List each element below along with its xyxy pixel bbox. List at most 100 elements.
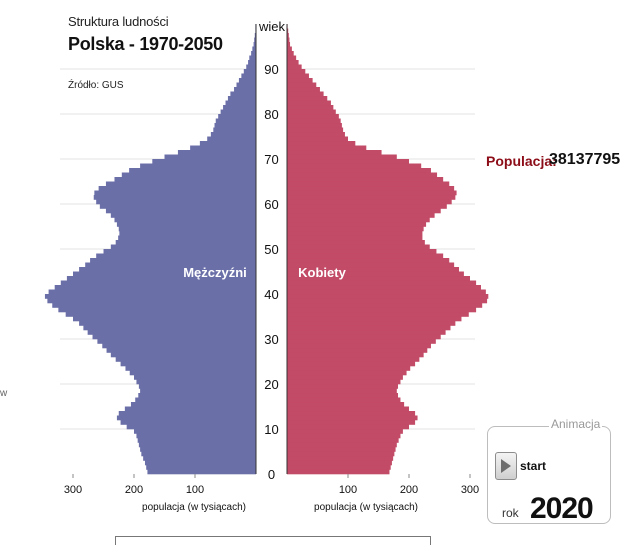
age-tick-label: 40 (264, 287, 278, 302)
female-bar (287, 244, 430, 250)
male-bar (116, 222, 256, 227)
male-bar (218, 114, 256, 119)
female-bar (287, 136, 348, 142)
x-tick-label-right: 300 (461, 484, 479, 496)
female-bar (287, 258, 450, 263)
female-bar (287, 325, 451, 331)
female-bar (287, 145, 367, 151)
male-bar (220, 109, 256, 115)
female-bar (287, 339, 436, 344)
male-bar (124, 406, 256, 412)
female-bar (287, 159, 409, 164)
male-bar (241, 73, 256, 79)
male-bar (210, 132, 256, 137)
female-bar (287, 181, 450, 187)
male-bar (114, 217, 256, 223)
male-bar (254, 37, 256, 43)
female-bar (287, 78, 313, 83)
female-bar (287, 199, 452, 205)
x-tick-label-left: 300 (64, 484, 82, 496)
female-bar (287, 348, 428, 353)
female-bar (287, 316, 462, 322)
male-bar (249, 55, 256, 61)
play-icon (501, 459, 511, 473)
male-bar (99, 204, 256, 209)
series-label-female: Kobiety (298, 265, 346, 280)
female-bar (287, 226, 424, 232)
male-bar (118, 235, 256, 241)
year-value: 2020 (530, 492, 594, 525)
year-label: rok (502, 506, 519, 520)
x-tick-label-right: 100 (339, 484, 357, 496)
female-bar (287, 114, 339, 119)
male-bar (103, 249, 256, 254)
female-bar (287, 73, 309, 79)
female-bar (287, 217, 430, 223)
female-bar (287, 451, 395, 457)
bottom-panel-edge (115, 536, 431, 545)
start-button[interactable] (495, 452, 517, 480)
male-bar (137, 438, 256, 443)
chart-subtitle: Struktura ludności (68, 14, 169, 29)
female-bar (287, 195, 456, 200)
start-label[interactable]: start (520, 459, 547, 473)
male-bar (116, 415, 256, 421)
x-tick-label-right: 200 (400, 484, 418, 496)
male-bar (102, 343, 256, 349)
left-edge-text: w (0, 388, 8, 399)
male-bar (73, 271, 256, 277)
male-bar (140, 388, 256, 394)
male-bar (96, 199, 257, 205)
male-bar (230, 91, 256, 97)
female-bar (287, 375, 403, 380)
female-bar (287, 132, 345, 137)
age-tick-label: 0 (268, 467, 275, 482)
age-tick-label: 30 (264, 332, 278, 347)
female-bar (287, 420, 416, 425)
female-bar (287, 235, 423, 241)
age-tick-labels: 0 10 20 30 40 50 60 70 80 90 (264, 62, 278, 482)
male-bar (47, 298, 256, 304)
male-bar (110, 352, 256, 358)
female-bar (287, 276, 470, 281)
female-bar (287, 60, 299, 65)
female-bar (287, 406, 409, 412)
male-bar (138, 384, 256, 389)
male-bar (105, 181, 256, 187)
male-bar (119, 231, 256, 236)
male-bar (254, 33, 256, 38)
female-bar (287, 64, 302, 70)
female-bar (287, 96, 328, 101)
female-bar (287, 118, 341, 124)
male-bar (52, 303, 257, 308)
female-bar (287, 141, 356, 146)
male-bar (54, 285, 257, 290)
female-bar (287, 429, 403, 434)
female-bar (287, 51, 294, 56)
female-bar (287, 172, 438, 178)
animation-panel-title: Animacja (549, 417, 603, 431)
female-bar (287, 33, 289, 38)
female-bar (287, 177, 444, 182)
male-bar (90, 258, 256, 263)
male-bar (48, 289, 256, 295)
female-bars (287, 24, 489, 475)
age-tick-label: 10 (264, 422, 278, 437)
male-bar (135, 397, 256, 403)
male-bar (118, 411, 256, 416)
male-bar (125, 366, 257, 371)
male-bar (234, 87, 256, 92)
female-bar (287, 330, 446, 335)
female-bar (287, 91, 324, 97)
female-bar (287, 460, 392, 466)
chart-title: Polska - 1970-2050 (68, 34, 223, 54)
female-bar (287, 28, 289, 34)
male-bar (141, 451, 256, 457)
x-tick-labels: 300 200 100 100 200 300 (64, 474, 479, 496)
male-bar (79, 321, 256, 326)
male-bar (58, 307, 256, 313)
female-bar (287, 294, 489, 299)
female-bar (287, 384, 399, 389)
